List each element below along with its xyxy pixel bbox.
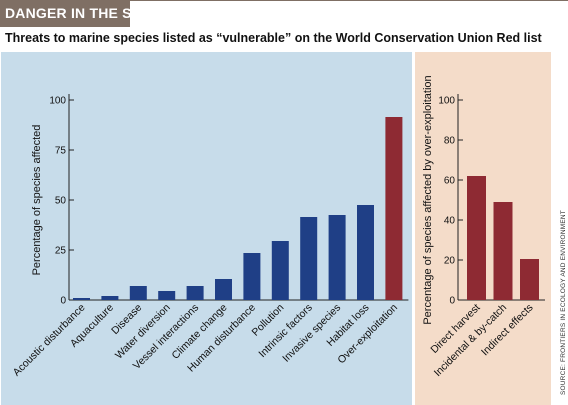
threats-bar-aquaculture [101, 296, 119, 300]
overexploitation-y-tick-label-80: 80 [444, 136, 456, 147]
threats-bar-invasive-species [328, 215, 346, 300]
overexploitation-bar-incidental-by-catch [493, 202, 513, 300]
header-band [0, 0, 130, 27]
overexploitation-bar-direct-harvest [467, 176, 486, 300]
threats-bar-intrinsic-factors [300, 217, 318, 300]
threats-y-tick-label-25: 25 [55, 246, 67, 257]
header-rule [130, 0, 568, 1]
threats-y-tick-label-50: 50 [55, 196, 67, 207]
threats-bar-climate-change [215, 279, 232, 300]
threats-bar-water-diversion [158, 291, 176, 300]
threats-y-tick-label-100: 100 [49, 96, 66, 107]
overexploitation-y-tick-label-0: 0 [449, 296, 455, 307]
overexploitation-y-tick-label-100: 100 [438, 96, 455, 107]
threats-bar-over-exploitation [385, 117, 403, 300]
overexploitation-y-tick-label-20: 20 [444, 256, 456, 267]
threats-bar-habitat-loss [357, 205, 374, 300]
overexploitation-bar-indirect-effects [520, 259, 539, 300]
threats-bar-human-disturbance [243, 253, 261, 300]
threats-y-tick-label-75: 75 [55, 146, 67, 157]
overexploitation-y-tick-label-40: 40 [444, 216, 456, 227]
page-title: DANGER IN THE SEA [5, 5, 152, 21]
threats-bar-disease [129, 286, 147, 300]
threats-y-tick-label-0: 0 [60, 296, 66, 307]
threats-bar-pollution [271, 241, 289, 300]
source-credit: SOURCE: FRONTIERS IN ECOLOGY AND ENVIRON… [560, 210, 567, 395]
overexploitation-y-axis-title: Percentage of species affected by over-e… [422, 75, 434, 324]
threats-bar-vessel-interactions [186, 286, 204, 300]
threats-bar-acoustic-disturbance [73, 298, 90, 300]
chart-subtitle: Threats to marine species listed as “vul… [5, 31, 542, 45]
threats-y-axis-title: Percentage of species affected [31, 125, 43, 276]
overexploitation-y-tick-label-60: 60 [444, 176, 456, 187]
